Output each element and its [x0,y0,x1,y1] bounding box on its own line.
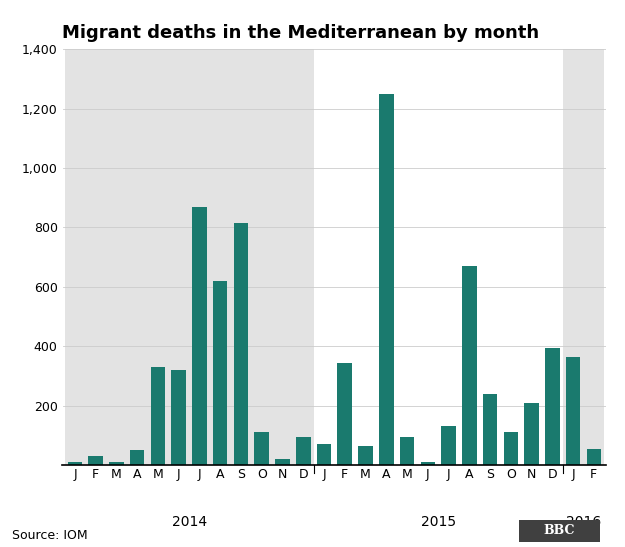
Bar [545,348,559,465]
Text: BBC: BBC [544,524,575,537]
Bar [586,449,601,465]
Bar [130,450,144,465]
Bar [192,207,207,465]
Bar [566,357,580,465]
Bar [275,459,290,465]
Bar [504,432,518,465]
Bar [296,437,311,465]
Bar [482,394,498,465]
Text: 2016: 2016 [566,515,601,529]
Bar [562,49,604,465]
Bar [89,456,103,465]
Bar [338,363,352,465]
Bar [441,426,456,465]
Bar [254,432,269,465]
Bar [524,403,539,465]
Bar [68,462,82,465]
Bar [109,462,124,465]
Bar [213,281,228,465]
Bar [64,49,314,465]
Bar [379,94,394,465]
Text: 2014: 2014 [171,515,207,529]
Bar [171,370,186,465]
Bar [151,367,165,465]
Bar [358,446,372,465]
Bar [421,462,435,465]
Bar [400,437,414,465]
Text: 2015: 2015 [421,515,456,529]
Text: Migrant deaths in the Mediterranean by month: Migrant deaths in the Mediterranean by m… [62,24,539,42]
Bar [234,223,248,465]
Bar [462,266,476,465]
Text: Source: IOM: Source: IOM [12,528,88,542]
Bar [317,444,331,465]
